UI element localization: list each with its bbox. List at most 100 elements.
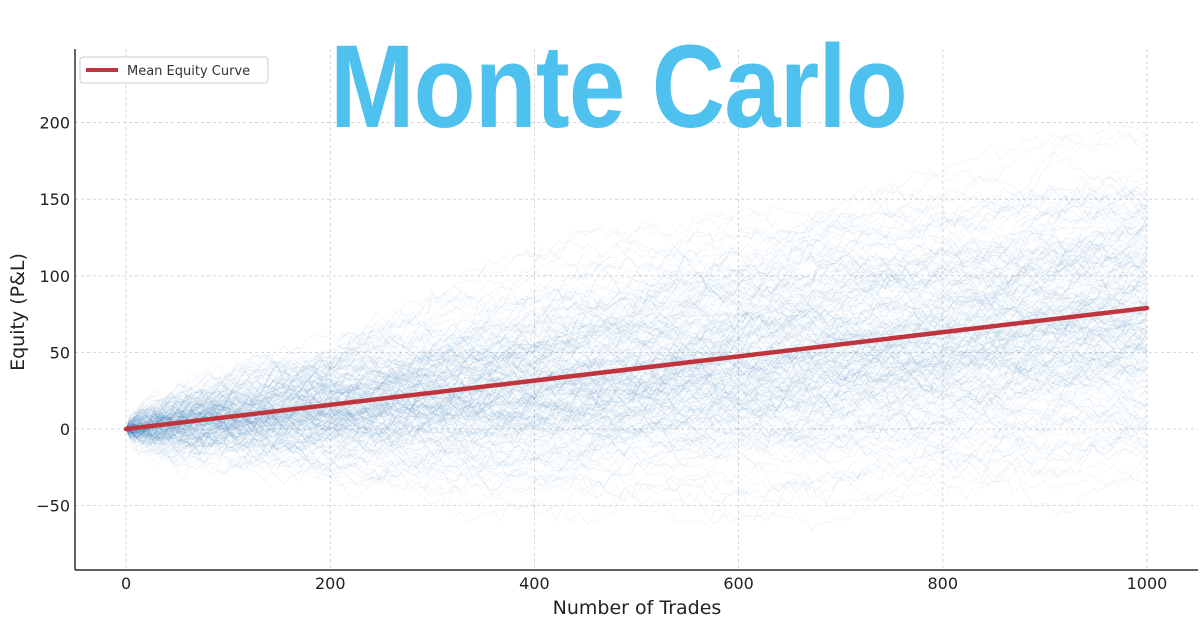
simulated-path-55 — [125, 416, 1148, 492]
simulated-path-69 — [125, 210, 1148, 431]
simulated-path-130 — [125, 207, 1148, 437]
simulated-path-132 — [125, 341, 1148, 469]
simulated-path-78 — [125, 245, 1148, 430]
simulated-path-6 — [125, 340, 1148, 435]
simulated-path-169 — [125, 370, 1148, 485]
simulated-path-110 — [125, 264, 1148, 430]
y-tick-label: 150 — [39, 190, 70, 209]
simulated-path-160 — [125, 279, 1148, 435]
simulated-path-107 — [125, 275, 1148, 451]
simulated-path-46 — [125, 295, 1148, 445]
simulated-path-31 — [125, 176, 1148, 430]
simulated-path-64 — [125, 215, 1148, 430]
simulated-path-106 — [125, 294, 1148, 435]
simulated-path-5 — [125, 217, 1148, 435]
simulated-path-99 — [125, 268, 1148, 441]
simulated-path-121 — [125, 267, 1148, 459]
simulated-path-187 — [125, 210, 1148, 430]
simulated-path-61 — [125, 350, 1148, 456]
simulated-path-112 — [125, 346, 1148, 454]
simulated-path-194 — [125, 295, 1148, 430]
simulated-path-79 — [125, 236, 1148, 435]
simulated-path-75 — [125, 199, 1148, 432]
simulated-path-50 — [125, 309, 1148, 452]
simulated-path-82 — [125, 313, 1148, 455]
simulated-path-4 — [125, 333, 1148, 475]
simulated-path-90 — [125, 287, 1148, 444]
simulated-path-177 — [125, 357, 1148, 439]
simulated-path-62 — [125, 416, 1148, 502]
simulated-path-158 — [125, 387, 1148, 474]
simulated-path-22 — [125, 247, 1148, 439]
simulated-path-155 — [125, 290, 1148, 456]
y-tick-label: 0 — [60, 420, 70, 439]
simulated-path-193 — [125, 284, 1148, 436]
y-tick-label: 50 — [50, 343, 70, 362]
simulated-path-39 — [125, 301, 1148, 447]
simulated-path-76 — [125, 123, 1148, 430]
simulated-path-186 — [125, 352, 1148, 473]
simulated-path-68 — [125, 232, 1148, 440]
simulated-path-27 — [125, 403, 1148, 472]
simulated-path-171 — [125, 186, 1148, 430]
simulated-path-89 — [125, 296, 1148, 462]
simulated-path-34 — [125, 189, 1148, 437]
simulated-path-189 — [125, 321, 1148, 446]
simulated-path-25 — [125, 287, 1148, 430]
simulated-path-81 — [125, 199, 1148, 433]
simulated-path-195 — [125, 359, 1148, 461]
tick-labels: 0 200 400 600 800 1000 −50 0 50 100 150 200 — [36, 114, 1167, 593]
simulated-path-38 — [125, 288, 1148, 438]
simulated-path-77 — [125, 379, 1148, 444]
simulated-path-36 — [125, 186, 1148, 452]
simulated-path-44 — [125, 227, 1148, 440]
x-axis-label: Number of Trades — [553, 597, 722, 619]
simulated-path-154 — [125, 271, 1148, 430]
simulated-path-114 — [125, 411, 1148, 523]
simulated-path-172 — [125, 348, 1148, 440]
simulated-path-66 — [125, 226, 1148, 460]
simulated-path-192 — [125, 260, 1148, 448]
axes — [74, 49, 1198, 571]
y-tick-label: 200 — [39, 114, 70, 133]
simulated-path-141 — [125, 343, 1148, 481]
simulated-path-42 — [125, 305, 1148, 473]
simulated-path-13 — [125, 212, 1148, 437]
simulated-path-67 — [125, 236, 1148, 432]
simulated-path-167 — [125, 331, 1148, 445]
simulated-path-0 — [125, 312, 1148, 431]
simulated-path-86 — [125, 241, 1148, 446]
simulated-path-71 — [125, 223, 1148, 453]
simulated-path-73 — [125, 282, 1148, 430]
simulated-path-157 — [125, 393, 1148, 465]
simulated-path-18 — [125, 314, 1148, 431]
simulated-path-178 — [125, 350, 1148, 452]
simulated-path-28 — [125, 241, 1148, 446]
simulated-path-161 — [125, 363, 1148, 468]
simulated-path-57 — [125, 258, 1148, 430]
simulated-path-47 — [125, 348, 1148, 491]
simulated-path-162 — [125, 307, 1148, 433]
simulated-path-128 — [125, 237, 1148, 430]
simulated-path-93 — [125, 348, 1148, 488]
x-tick-label: 800 — [927, 574, 958, 593]
simulated-path-29 — [125, 289, 1148, 430]
simulated-path-150 — [125, 268, 1148, 443]
x-tick-label: 200 — [315, 574, 346, 593]
simulated-path-16 — [125, 241, 1148, 441]
simulated-path-56 — [125, 201, 1148, 489]
simulated-path-7 — [125, 262, 1148, 456]
simulated-path-151 — [125, 210, 1148, 433]
simulated-path-126 — [125, 323, 1148, 430]
legend-label-mean: Mean Equity Curve — [127, 64, 250, 79]
simulated-path-119 — [125, 246, 1148, 438]
simulated-path-168 — [125, 382, 1148, 473]
simulated-path-170 — [125, 341, 1148, 447]
simulated-path-92 — [125, 233, 1148, 431]
simulated-path-98 — [125, 327, 1148, 444]
simulated-path-164 — [125, 420, 1148, 532]
simulated-path-179 — [125, 363, 1148, 442]
simulated-path-37 — [125, 168, 1148, 434]
simulated-path-181 — [125, 340, 1148, 450]
simulated-path-182 — [125, 302, 1148, 439]
